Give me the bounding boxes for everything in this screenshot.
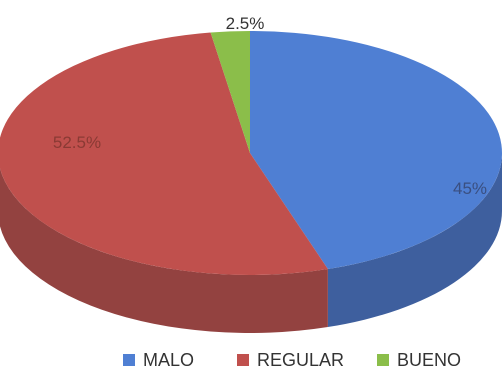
legend-swatch-bueno	[377, 354, 389, 366]
legend-label-bueno: BUENO	[397, 350, 461, 370]
pie-side-regular	[0, 168, 328, 334]
pie-slice-regular	[0, 32, 328, 275]
legend-swatch-regular	[237, 354, 249, 366]
pie-sides	[0, 153, 503, 334]
legend: MALO REGULAR BUENO	[123, 350, 461, 370]
legend-label-malo: MALO	[143, 350, 194, 370]
pie-slices	[0, 31, 502, 275]
pie-side-malo	[327, 153, 503, 328]
data-label-bueno: 2.5%	[226, 14, 265, 33]
data-label-regular: 52.5%	[53, 133, 101, 152]
data-label-malo: 45%	[453, 179, 487, 198]
legend-swatch-malo	[123, 354, 135, 366]
pie-slice-bueno	[210, 31, 250, 153]
data-labels: 45% 52.5% 2.5%	[53, 14, 487, 198]
pie-slice-malo	[250, 31, 502, 270]
legend-label-regular: REGULAR	[257, 350, 344, 370]
